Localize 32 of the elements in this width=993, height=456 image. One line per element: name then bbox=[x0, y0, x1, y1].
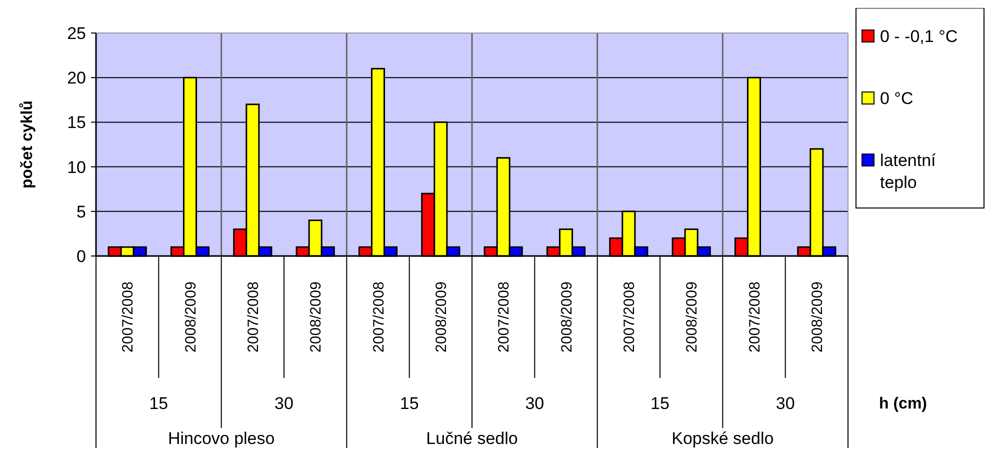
x-tick-label: 2007/2008 bbox=[120, 282, 137, 352]
x-axis-title: h (cm) bbox=[879, 396, 927, 413]
x-tick-label: 2008/2009 bbox=[684, 282, 701, 352]
y-tick-label: 0 bbox=[76, 246, 86, 266]
x-tick-label: 2007/2008 bbox=[370, 282, 388, 352]
y-axis-title: počet cyklů bbox=[19, 100, 36, 189]
x-tick-label: 2007/2008 bbox=[244, 282, 262, 352]
y-tick-label: 5 bbox=[76, 202, 86, 222]
x-tick-label: 2007/2008 bbox=[496, 282, 513, 352]
x-tick-label: 2008/2009 bbox=[432, 282, 450, 352]
y-tick-label: 10 bbox=[67, 158, 86, 177]
text: 30 bbox=[525, 394, 544, 413]
legend-label: 0 °C bbox=[880, 88, 914, 108]
x-tick-label: 2007/2008 bbox=[620, 282, 638, 352]
text: Hincovo pleso bbox=[168, 428, 275, 448]
x-tick-label: 2008/2009 bbox=[558, 282, 576, 352]
x-tick-label: 2007/2008 bbox=[746, 282, 764, 352]
x-tick-label: 2008/2009 bbox=[308, 282, 325, 352]
text: 15 bbox=[400, 394, 419, 413]
text: 30 bbox=[274, 394, 294, 413]
legend-label: latentní teplo bbox=[880, 150, 936, 192]
y-tick-label: 25 bbox=[67, 24, 86, 43]
text: Lučné sedlo bbox=[426, 428, 518, 448]
y-tick-label: 20 bbox=[67, 68, 86, 88]
x-tick-label: 2008/2009 bbox=[808, 282, 826, 352]
text: 15 bbox=[650, 394, 670, 413]
y-tick-label: 15 bbox=[67, 113, 86, 132]
text: 15 bbox=[149, 394, 168, 413]
text: Kopské sedlo bbox=[672, 428, 774, 448]
text: 30 bbox=[776, 394, 795, 413]
legend-label: 0 - -0,1 °C bbox=[880, 26, 958, 46]
x-tick-label: 2008/2009 bbox=[182, 282, 200, 352]
